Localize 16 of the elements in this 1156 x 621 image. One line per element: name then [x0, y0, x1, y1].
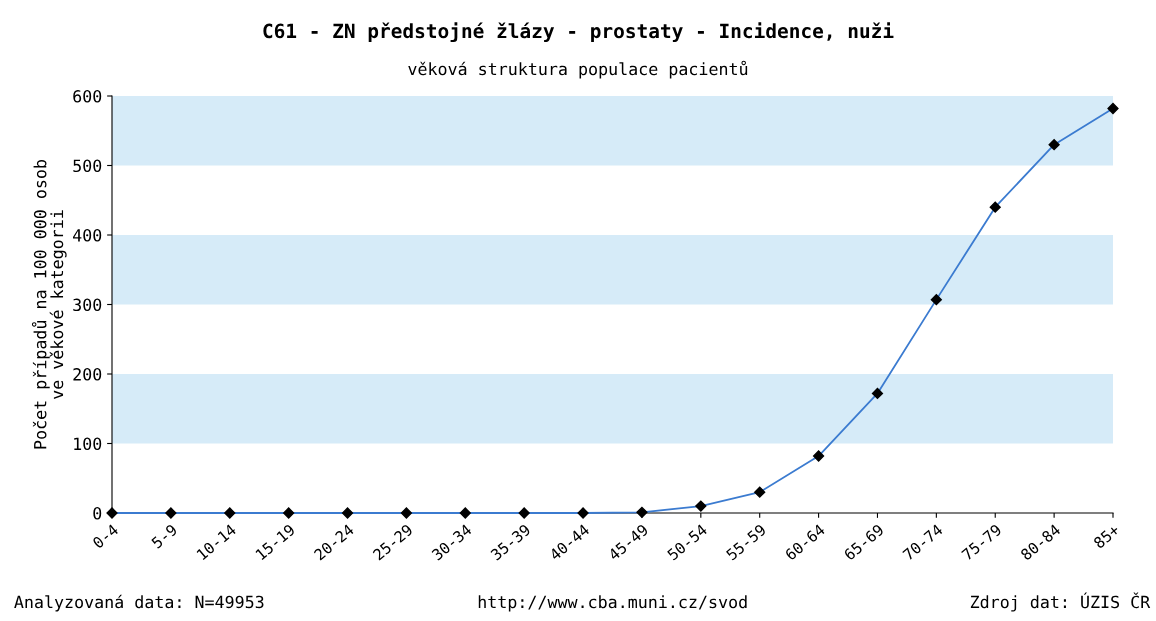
y-axis-title: Počet případů na 100 000 osob ve věkové kategorii: [31, 159, 67, 449]
y-tick-label: 500: [73, 159, 102, 173]
x-tick-label: 5-9: [150, 523, 178, 549]
y-tick-label: 400: [73, 229, 102, 242]
text: http://www.cba.muni.cz/svod: [478, 595, 747, 612]
x-tick-label: 85+: [1092, 523, 1121, 549]
y-tick-label: 300: [73, 298, 102, 312]
y-tick-label: 600: [73, 90, 102, 103]
x-tick-label: 0-4: [91, 523, 120, 549]
text: Zdroj dat: ÚZIS ČR: [970, 592, 1151, 612]
y-tick-label: 100: [74, 437, 102, 451]
chart-title: C61 - ZN předstojné žlázy - prostaty - Incidence, nuži: [263, 22, 894, 43]
y-tick-label: 0: [93, 507, 102, 520]
chart-subtitle: věková struktura populace pacientů: [408, 60, 748, 79]
y-tick-label: 200: [73, 368, 102, 381]
text: Analyzovaná data: N=49953: [14, 594, 264, 612]
